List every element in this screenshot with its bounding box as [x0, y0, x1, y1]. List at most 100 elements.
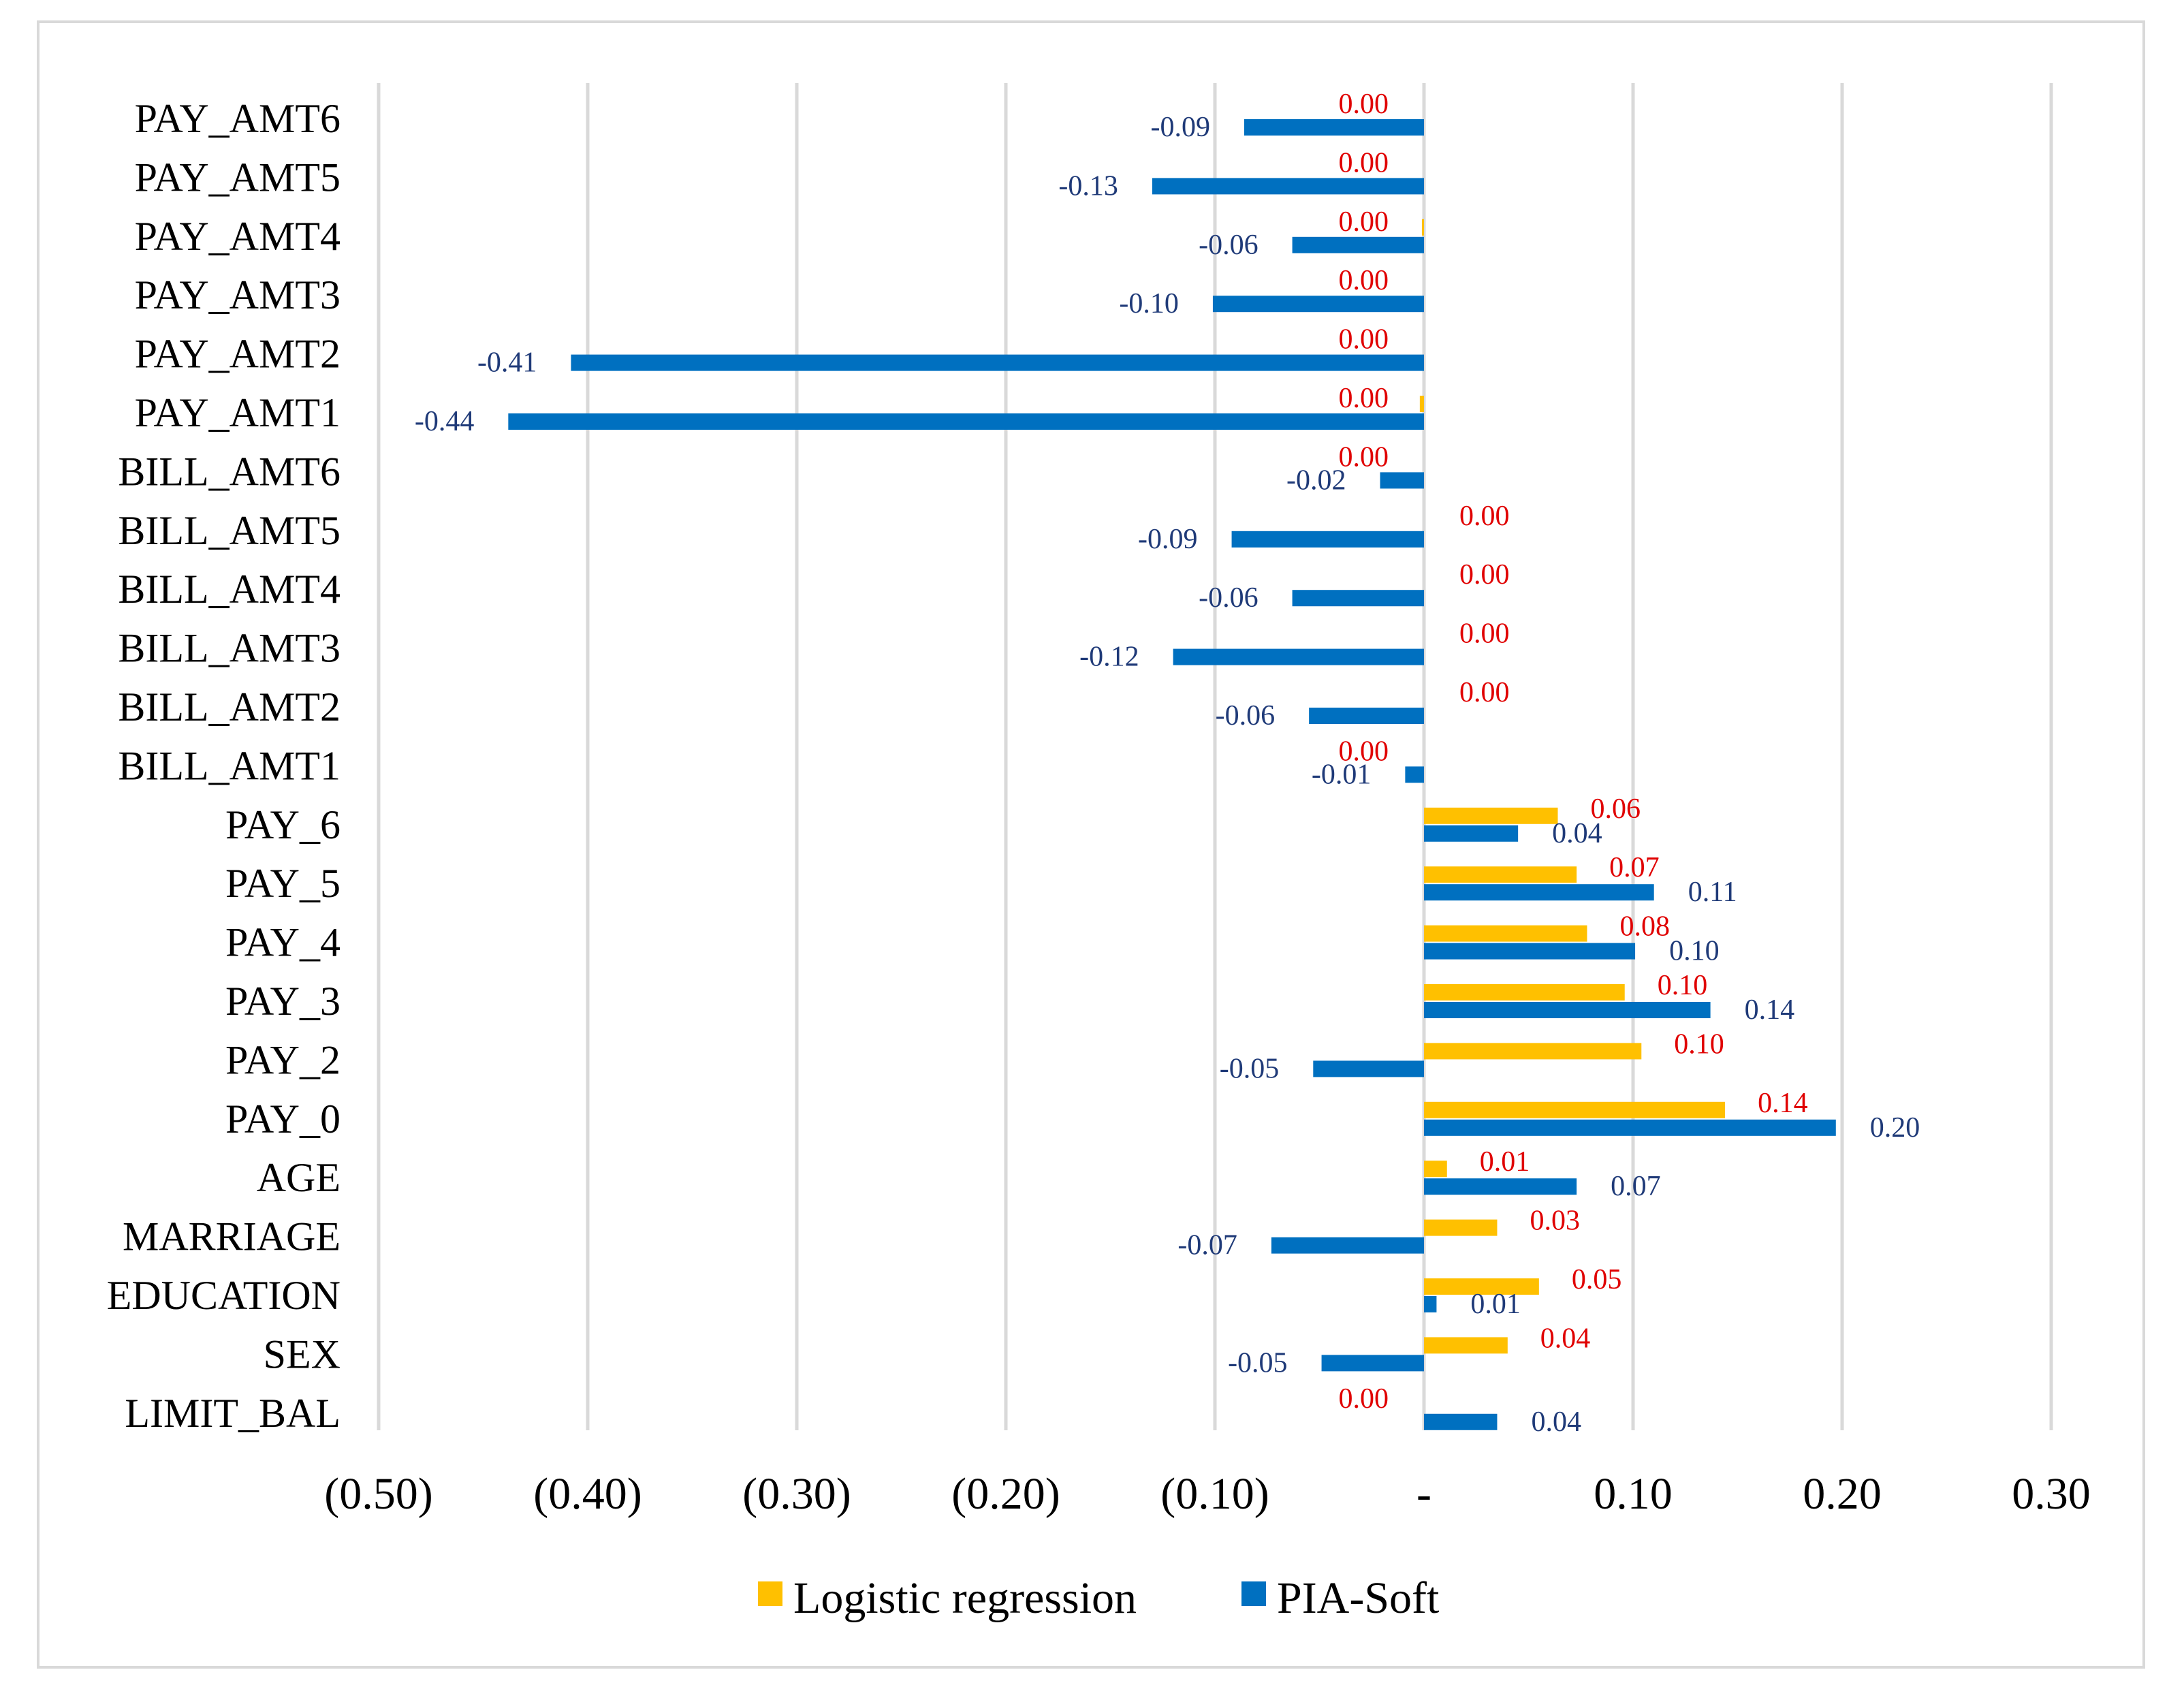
data-label-pia-soft-pay-amt3: -0.10: [1119, 288, 1179, 319]
bar-pia-soft-bill-amt6: [1380, 472, 1424, 489]
x-tick-label-4: (0.10): [1160, 1469, 1269, 1519]
data-label-logistic-regression-pay-amt5: 0.00: [1339, 147, 1389, 178]
category-label-bill-amt3: BILL_AMT3: [118, 626, 341, 671]
data-label-logistic-regression-education: 0.05: [1572, 1264, 1622, 1295]
data-label-logistic-regression-marriage: 0.03: [1530, 1205, 1580, 1237]
category-label-marriage: MARRIAGE: [123, 1214, 341, 1259]
data-label-logistic-regression-bill-amt1: 0.00: [1339, 736, 1389, 767]
bar-pia-soft-pay-amt5: [1152, 178, 1424, 195]
bar-pia-soft-bill-amt4: [1292, 590, 1424, 607]
data-label-logistic-regression-bill-amt5: 0.00: [1459, 501, 1510, 532]
category-label-pay-0: PAY_0: [225, 1097, 341, 1141]
data-label-logistic-regression-sex: 0.04: [1540, 1323, 1591, 1354]
data-label-pia-soft-pay-6: 0.04: [1552, 818, 1602, 849]
data-label-logistic-regression-pay-5: 0.07: [1609, 852, 1660, 883]
data-label-logistic-regression-age: 0.01: [1480, 1146, 1530, 1178]
data-label-pia-soft-bill-amt5: -0.09: [1138, 524, 1198, 555]
bar-pia-soft-pay-amt4: [1292, 236, 1424, 253]
x-tick-label-2: (0.30): [742, 1469, 851, 1519]
category-label-bill-amt5: BILL_AMT5: [118, 508, 341, 553]
data-label-logistic-regression-pay-0: 0.14: [1758, 1088, 1808, 1119]
bar-logistic-regression-marriage: [1424, 1219, 1498, 1236]
data-label-pia-soft-bill-amt6: -0.02: [1286, 464, 1346, 496]
data-label-pia-soft-pay-2: -0.05: [1220, 1053, 1280, 1084]
data-label-pia-soft-bill-amt1: -0.01: [1312, 759, 1372, 790]
x-tick-label-3: (0.20): [951, 1469, 1060, 1519]
data-label-logistic-regression-pay-2: 0.10: [1674, 1028, 1724, 1060]
data-label-pia-soft-pay-amt4: -0.06: [1199, 230, 1259, 261]
bar-pia-soft-bill-amt1: [1405, 766, 1424, 783]
bar-pia-soft-pay-5: [1424, 884, 1654, 901]
bar-pia-soft-pay-amt3: [1212, 296, 1424, 313]
bar-pia-soft-bill-amt5: [1231, 531, 1424, 548]
data-label-pia-soft-pay-amt2: -0.41: [477, 347, 537, 379]
bar-pia-soft-bill-amt2: [1309, 708, 1424, 724]
bar-pia-soft-education: [1424, 1296, 1437, 1312]
data-label-pia-soft-bill-amt3: -0.12: [1079, 642, 1139, 673]
bar-marks: [508, 119, 1836, 1430]
category-label-pay-amt6: PAY_AMT6: [135, 96, 341, 141]
bar-logistic-regression-age: [1424, 1161, 1447, 1178]
legend: Logistic regression PIA-Soft: [758, 1573, 1439, 1623]
bar-pia-soft-pay-4: [1424, 943, 1636, 960]
bar-logistic-regression-pay-3: [1424, 984, 1625, 1000]
x-tick-label-0: (0.50): [324, 1469, 432, 1519]
bar-pia-soft-bill-amt3: [1173, 648, 1424, 665]
category-label-bill-amt6: BILL_AMT6: [118, 449, 341, 494]
bar-pia-soft-sex: [1321, 1355, 1424, 1372]
category-label-pay-3: PAY_3: [225, 979, 341, 1024]
data-label-logistic-regression-bill-amt3: 0.00: [1459, 618, 1510, 650]
data-label-logistic-regression-bill-amt2: 0.00: [1459, 677, 1510, 708]
bar-pia-soft-pay-amt2: [571, 354, 1425, 371]
bar-logistic-regression-pay-5: [1424, 866, 1577, 883]
data-label-pia-soft-pay-amt6: -0.09: [1150, 112, 1210, 143]
data-label-logistic-regression-pay-amt4: 0.00: [1339, 206, 1389, 238]
bar-logistic-regression-pay-2: [1424, 1043, 1642, 1060]
bar-logistic-regression-pay-amt1: [1419, 396, 1424, 412]
bar-pia-soft-pay-6: [1424, 825, 1519, 842]
category-label-pay-5: PAY_5: [225, 861, 341, 906]
data-label-logistic-regression-limit-bal: 0.00: [1339, 1383, 1389, 1415]
data-label-pia-soft-pay-amt1: -0.44: [415, 406, 475, 437]
data-label-logistic-regression-pay-amt6: 0.00: [1339, 89, 1389, 120]
legend-label-pia-soft: PIA-Soft: [1277, 1573, 1439, 1623]
data-label-logistic-regression-pay-3: 0.10: [1658, 970, 1708, 1001]
data-label-pia-soft-age: 0.07: [1611, 1171, 1661, 1202]
data-label-logistic-regression-pay-amt3: 0.00: [1339, 265, 1389, 296]
bar-pia-soft-age: [1424, 1178, 1577, 1195]
category-label-pay-2: PAY_2: [225, 1037, 341, 1082]
category-label-pay-amt2: PAY_AMT2: [135, 332, 341, 377]
data-label-pia-soft-pay-5: 0.11: [1688, 877, 1737, 908]
value-axis-tick-labels: (0.50) (0.40) (0.30) (0.20) (0.10) - 0.10 0.20 0…: [324, 1469, 2090, 1519]
data-label-pia-soft-marriage: -0.07: [1177, 1230, 1237, 1261]
category-label-pay-amt3: PAY_AMT3: [135, 272, 341, 317]
bar-logistic-regression-pay-4: [1424, 925, 1587, 942]
x-tick-label-8: 0.30: [2012, 1469, 2091, 1519]
data-label-pia-soft-pay-0: 0.20: [1870, 1112, 1920, 1144]
x-tick-label-6: 0.10: [1594, 1469, 1673, 1519]
data-label-pia-soft-limit-bal: 0.04: [1531, 1406, 1581, 1438]
category-axis-labels: LIMIT_BAL SEX EDUCATION MARRIAGE AGE PAY_0 PAY…: [107, 96, 341, 1436]
category-label-limit-bal: LIMIT_BAL: [125, 1391, 341, 1436]
bar-logistic-regression-pay-0: [1424, 1101, 1726, 1118]
bar-pia-soft-limit-bal: [1424, 1413, 1498, 1430]
bar-pia-soft-pay-amt6: [1244, 119, 1424, 136]
chart-frame: [37, 20, 2145, 1669]
category-label-bill-amt4: BILL_AMT4: [118, 567, 341, 612]
legend-swatch-pia-soft: [1241, 1581, 1266, 1606]
category-label-pay-4: PAY_4: [225, 920, 341, 965]
category-label-education: EDUCATION: [107, 1273, 341, 1318]
category-label-pay-amt5: PAY_AMT5: [135, 155, 341, 200]
data-label-logistic-regression-pay-amt1: 0.00: [1339, 383, 1389, 414]
bar-pia-soft-pay-amt1: [508, 413, 1424, 430]
data-labels: 0.000.040.04-0.050.050.010.03-0.070.010.…: [415, 89, 1920, 1438]
legend-swatch-logistic-regression: [758, 1581, 782, 1606]
category-label-bill-amt1: BILL_AMT1: [118, 743, 341, 788]
category-label-pay-amt4: PAY_AMT4: [135, 214, 341, 259]
category-label-bill-amt2: BILL_AMT2: [118, 684, 341, 729]
bar-logistic-regression-education: [1424, 1278, 1539, 1295]
data-label-pia-soft-pay-4: 0.10: [1669, 936, 1720, 967]
data-label-logistic-regression-pay-4: 0.08: [1619, 911, 1670, 943]
data-label-logistic-regression-pay-amt2: 0.00: [1339, 324, 1389, 356]
